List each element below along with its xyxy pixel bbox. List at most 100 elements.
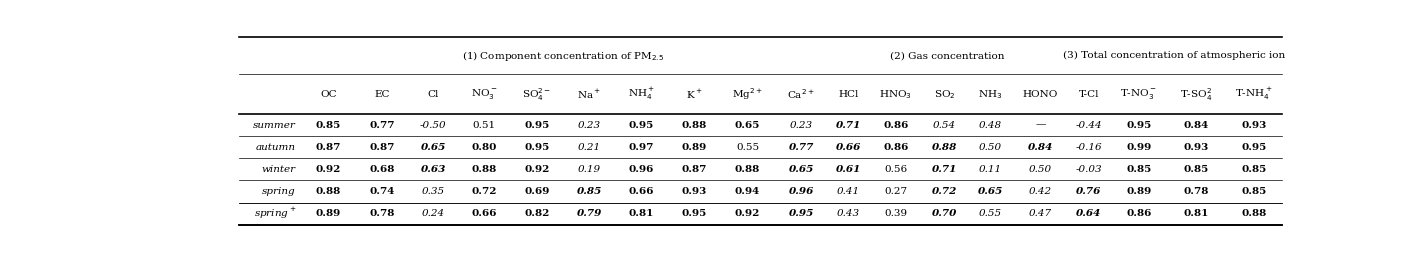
Text: 0.81: 0.81 xyxy=(1184,209,1210,218)
Text: 0.92: 0.92 xyxy=(735,209,760,218)
Text: HONO: HONO xyxy=(1022,90,1058,99)
Text: 0.95: 0.95 xyxy=(1127,121,1151,130)
Text: 0.39: 0.39 xyxy=(884,209,907,218)
Text: 0.85: 0.85 xyxy=(1184,165,1210,174)
Text: 0.87: 0.87 xyxy=(370,143,394,152)
Text: 0.86: 0.86 xyxy=(1127,209,1151,218)
Text: 0.76: 0.76 xyxy=(1077,187,1101,196)
Text: 0.50: 0.50 xyxy=(1028,165,1052,174)
Text: -0.44: -0.44 xyxy=(1075,121,1102,130)
Text: -0.50: -0.50 xyxy=(420,121,447,130)
Text: Na$^+$: Na$^+$ xyxy=(577,88,601,101)
Text: 0.70: 0.70 xyxy=(931,209,957,218)
Text: 0.89: 0.89 xyxy=(316,209,341,218)
Text: 0.96: 0.96 xyxy=(628,165,654,174)
Text: (1) Component concentration of PM$_{2.5}$: (1) Component concentration of PM$_{2.5}… xyxy=(463,49,664,62)
Text: 0.50: 0.50 xyxy=(978,143,1002,152)
Text: NO$_3^-$: NO$_3^-$ xyxy=(471,87,497,101)
Text: 0.21: 0.21 xyxy=(577,143,601,152)
Text: autumn: autumn xyxy=(256,143,296,152)
Text: 0.79: 0.79 xyxy=(577,209,601,218)
Text: 0.77: 0.77 xyxy=(370,121,394,130)
Text: 0.85: 0.85 xyxy=(1241,187,1267,196)
Text: 0.66: 0.66 xyxy=(471,209,497,218)
Text: 0.88: 0.88 xyxy=(931,143,957,152)
Text: T-SO$_4^2$: T-SO$_4^2$ xyxy=(1180,86,1212,103)
Text: 0.95: 0.95 xyxy=(788,209,814,218)
Text: 0.66: 0.66 xyxy=(835,143,861,152)
Text: 0.71: 0.71 xyxy=(931,165,957,174)
Text: HCl: HCl xyxy=(838,90,858,99)
Text: spring: spring xyxy=(263,187,296,196)
Text: 0.72: 0.72 xyxy=(931,187,957,196)
Text: 0.97: 0.97 xyxy=(628,143,654,152)
Text: winter: winter xyxy=(261,165,296,174)
Text: T-NH$_4^+$: T-NH$_4^+$ xyxy=(1235,86,1272,102)
Text: SO$_2$: SO$_2$ xyxy=(934,88,955,100)
Text: 0.64: 0.64 xyxy=(1077,209,1101,218)
Text: 0.88: 0.88 xyxy=(735,165,760,174)
Text: 0.54: 0.54 xyxy=(932,121,955,130)
Text: 0.93: 0.93 xyxy=(1184,143,1210,152)
Text: 0.93: 0.93 xyxy=(681,187,707,196)
Text: -0.03: -0.03 xyxy=(1075,165,1102,174)
Text: 0.85: 0.85 xyxy=(1127,165,1151,174)
Text: 0.82: 0.82 xyxy=(524,209,550,218)
Text: 0.69: 0.69 xyxy=(524,187,550,196)
Text: 0.72: 0.72 xyxy=(471,187,497,196)
Text: 0.55: 0.55 xyxy=(978,209,1002,218)
Text: 0.55: 0.55 xyxy=(735,143,760,152)
Text: (3) Total concentration of atmospheric ion: (3) Total concentration of atmospheric i… xyxy=(1064,51,1285,60)
Text: spring$^+$: spring$^+$ xyxy=(254,206,296,221)
Text: T-NO$_3^-$: T-NO$_3^-$ xyxy=(1121,87,1157,101)
Text: 0.47: 0.47 xyxy=(1028,209,1052,218)
Text: 0.87: 0.87 xyxy=(681,165,707,174)
Text: 0.92: 0.92 xyxy=(316,165,341,174)
Text: 0.84: 0.84 xyxy=(1184,121,1210,130)
Text: 0.88: 0.88 xyxy=(681,121,707,130)
Text: 0.95: 0.95 xyxy=(1241,143,1267,152)
Text: -0.16: -0.16 xyxy=(1075,143,1102,152)
Text: 0.80: 0.80 xyxy=(471,143,497,152)
Text: 0.92: 0.92 xyxy=(524,165,550,174)
Text: 0.78: 0.78 xyxy=(1184,187,1210,196)
Text: (2) Gas concentration: (2) Gas concentration xyxy=(890,51,1004,60)
Text: 0.35: 0.35 xyxy=(421,187,444,196)
Text: Cl: Cl xyxy=(427,90,438,99)
Text: 0.41: 0.41 xyxy=(837,187,860,196)
Text: 0.88: 0.88 xyxy=(1241,209,1267,218)
Text: HNO$_3$: HNO$_3$ xyxy=(880,88,912,100)
Text: 0.86: 0.86 xyxy=(883,121,908,130)
Text: 0.88: 0.88 xyxy=(471,165,497,174)
Text: summer: summer xyxy=(253,121,296,130)
Text: 0.89: 0.89 xyxy=(681,143,707,152)
Text: 0.51: 0.51 xyxy=(473,121,496,130)
Text: SO$_4^{2-}$: SO$_4^{2-}$ xyxy=(523,86,551,103)
Text: 0.27: 0.27 xyxy=(884,187,907,196)
Text: Mg$^{2+}$: Mg$^{2+}$ xyxy=(733,86,763,102)
Text: 0.95: 0.95 xyxy=(628,121,654,130)
Text: 0.85: 0.85 xyxy=(577,187,601,196)
Text: 0.65: 0.65 xyxy=(420,143,446,152)
Text: 0.24: 0.24 xyxy=(421,209,444,218)
Text: 0.43: 0.43 xyxy=(837,209,860,218)
Text: 0.11: 0.11 xyxy=(978,165,1002,174)
Text: NH$_3$: NH$_3$ xyxy=(978,88,1002,100)
Text: —: — xyxy=(1035,121,1045,130)
Text: 0.95: 0.95 xyxy=(524,121,550,130)
Text: OC: OC xyxy=(320,90,337,99)
Text: 0.87: 0.87 xyxy=(316,143,341,152)
Text: T-Cl: T-Cl xyxy=(1078,90,1100,99)
Text: 0.19: 0.19 xyxy=(577,165,601,174)
Text: 0.89: 0.89 xyxy=(1127,187,1151,196)
Text: NH$_4^+$: NH$_4^+$ xyxy=(628,86,655,102)
Text: 0.65: 0.65 xyxy=(788,165,814,174)
Text: 0.86: 0.86 xyxy=(883,143,908,152)
Text: 0.65: 0.65 xyxy=(978,187,1002,196)
Text: 0.99: 0.99 xyxy=(1127,143,1151,152)
Text: 0.66: 0.66 xyxy=(628,187,654,196)
Text: 0.74: 0.74 xyxy=(370,187,394,196)
Text: 0.48: 0.48 xyxy=(978,121,1002,130)
Text: K$^+$: K$^+$ xyxy=(685,88,703,101)
Text: 0.42: 0.42 xyxy=(1028,187,1052,196)
